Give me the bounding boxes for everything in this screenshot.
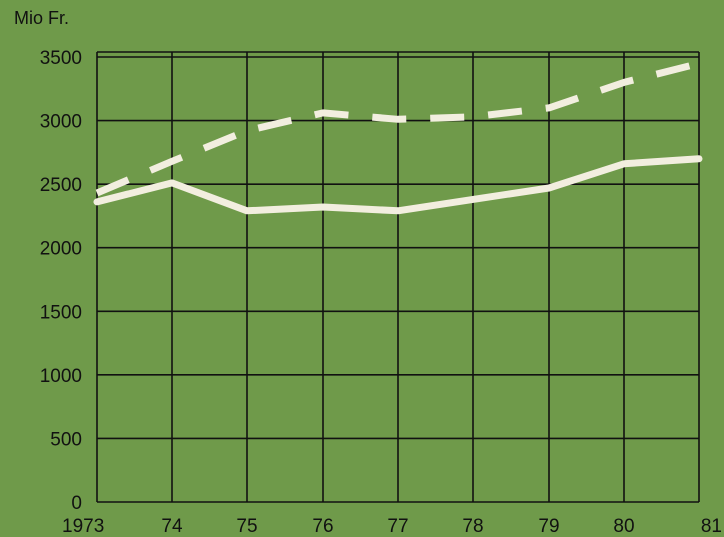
y-tick-label: 500 — [50, 429, 82, 450]
y-tick-label: 1500 — [40, 302, 82, 323]
x-tick-label: 74 — [161, 516, 183, 537]
y-axis-ticks: 0 500 1000 1500 2000 2500 3000 3500 — [40, 48, 82, 514]
x-tick-label: 80 — [613, 516, 634, 537]
x-tick-label: 76 — [312, 516, 333, 537]
y-tick-label: 3000 — [40, 112, 82, 133]
y-axis-unit-label: Mio Fr. — [14, 8, 69, 28]
x-tick-label: 1973 — [62, 516, 104, 537]
x-tick-label: 79 — [538, 516, 559, 537]
y-tick-label: 1000 — [40, 366, 82, 387]
x-axis-ticks: 1973 74 75 76 77 78 79 80 81 — [62, 516, 722, 537]
y-tick-label: 2000 — [40, 239, 82, 260]
grid — [96, 51, 700, 503]
x-tick-label: 81 — [701, 516, 722, 537]
y-tick-label: 0 — [71, 493, 82, 514]
x-tick-label: 77 — [387, 516, 408, 537]
series-lines — [93, 60, 703, 215]
x-tick-label: 75 — [236, 516, 257, 537]
series-line-solid — [93, 155, 703, 215]
series-line-dashed — [95, 60, 700, 197]
y-tick-label: 3500 — [40, 48, 82, 69]
x-tick-label: 78 — [462, 516, 483, 537]
y-tick-label: 2500 — [40, 175, 82, 196]
